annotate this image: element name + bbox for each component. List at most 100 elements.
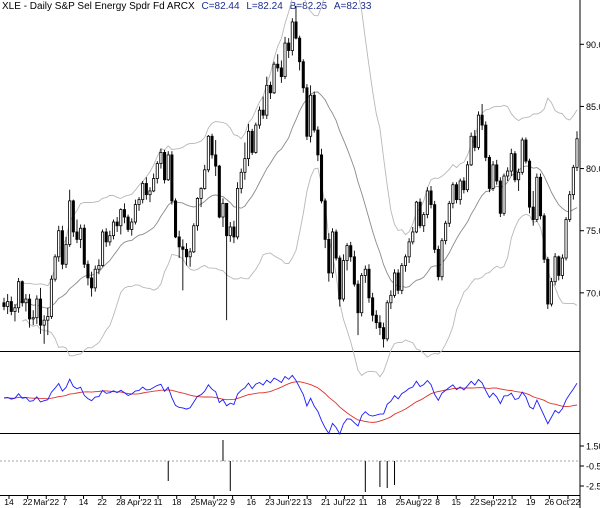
candle-up xyxy=(465,164,470,191)
time-tick-label: Jul'22 xyxy=(333,497,355,507)
time-tick-label: Mar'22 xyxy=(33,497,59,507)
candle-up xyxy=(68,200,72,245)
candle-down xyxy=(279,67,283,78)
time-tick-label: May'22 xyxy=(200,497,227,507)
candle-down xyxy=(20,281,24,304)
oscillator-signal-line xyxy=(3,381,578,423)
candle-down xyxy=(177,236,181,248)
quote-low: L=82.24 xyxy=(246,1,283,12)
candle-up xyxy=(159,152,163,165)
candle-down xyxy=(9,301,13,312)
price-tick-label: 70.00 xyxy=(586,288,600,298)
candle-down xyxy=(122,209,126,218)
candle-down xyxy=(487,156,491,189)
candle-up xyxy=(400,265,404,291)
candle-down xyxy=(378,322,382,329)
candle-down xyxy=(2,302,6,307)
candle-down xyxy=(163,152,167,181)
candle-up xyxy=(97,265,101,270)
candle-up xyxy=(553,256,557,283)
time-tick-label: 15 xyxy=(451,497,461,507)
candle-up xyxy=(46,316,50,321)
candle-up xyxy=(79,227,83,240)
time-tick-label: 12 xyxy=(507,497,517,507)
candle-down xyxy=(210,135,214,156)
candle-up xyxy=(407,241,411,258)
time-tick-label: 11 xyxy=(359,497,368,507)
candle-down xyxy=(71,200,75,233)
time-tick-label: Sep'22 xyxy=(480,497,506,507)
candle-up xyxy=(411,231,415,243)
candle-down xyxy=(90,277,94,289)
candle-up xyxy=(13,307,17,312)
time-tick-label: 14 xyxy=(4,497,14,507)
candle-up xyxy=(257,109,262,126)
candle-up xyxy=(152,178,156,192)
candle-up xyxy=(564,219,568,259)
candle-down xyxy=(86,263,90,279)
time-tick-label: Oct'22 xyxy=(556,497,581,507)
signal-tick-label: 1.50 xyxy=(586,442,600,452)
candle-up xyxy=(509,153,513,172)
candle-down xyxy=(38,298,43,326)
candle-up xyxy=(520,139,524,173)
candle-down xyxy=(75,231,79,240)
time-tick-label: 16 xyxy=(246,497,256,507)
candle-up xyxy=(24,298,28,304)
candle-up xyxy=(195,197,199,227)
time-tick-label: 22 xyxy=(470,497,480,507)
candle-up xyxy=(392,272,397,296)
candle-up xyxy=(506,170,510,177)
candle-up xyxy=(133,204,137,223)
candle-up xyxy=(389,294,393,304)
candle-down xyxy=(276,63,280,69)
candle-down xyxy=(316,129,320,156)
candle-up xyxy=(549,281,553,305)
candle-down xyxy=(436,248,440,278)
candle-up xyxy=(192,225,196,253)
candle-down xyxy=(455,184,459,201)
candle-down xyxy=(287,42,291,51)
time-tick-label: Apr'22 xyxy=(127,497,152,507)
candle-down xyxy=(170,154,174,202)
candle-up xyxy=(535,176,539,220)
candle-up xyxy=(502,175,506,214)
time-tick-label: 18 xyxy=(377,497,387,507)
candle-up xyxy=(469,135,473,166)
candle-down xyxy=(60,230,64,265)
candle-up xyxy=(491,164,495,189)
candle-down xyxy=(214,154,218,167)
time-tick-label: 23 xyxy=(265,497,275,507)
candle-up xyxy=(239,171,243,189)
candle-up xyxy=(440,240,444,278)
candle-down xyxy=(371,297,375,316)
time-tick-label: 14 xyxy=(79,497,89,507)
candle-up xyxy=(571,166,575,196)
candle-down xyxy=(217,165,221,218)
candle-down xyxy=(433,204,437,250)
candle-down xyxy=(462,180,466,191)
candle-down xyxy=(319,154,324,202)
candle-up xyxy=(246,130,251,160)
time-tick-label: 13 xyxy=(302,497,312,507)
time-tick-label: 21 xyxy=(321,497,331,507)
candle-up xyxy=(422,214,426,227)
candle-down xyxy=(546,258,550,305)
candle-up xyxy=(42,319,46,326)
candle-down xyxy=(104,231,108,243)
candle-up xyxy=(228,226,232,237)
time-tick-label: 22 xyxy=(23,497,33,507)
candle-down xyxy=(174,200,178,238)
candle-down xyxy=(484,124,488,158)
candle-up xyxy=(403,256,407,266)
candle-up xyxy=(476,114,480,148)
candle-up xyxy=(575,138,579,168)
candle-down xyxy=(367,268,371,299)
candle-down xyxy=(261,109,265,116)
price-tick-label: 85.00 xyxy=(586,102,600,112)
candle-up xyxy=(444,222,448,242)
candle-up xyxy=(148,190,152,196)
candle-up xyxy=(341,260,345,300)
candle-up xyxy=(203,169,207,189)
candle-up xyxy=(199,188,203,199)
